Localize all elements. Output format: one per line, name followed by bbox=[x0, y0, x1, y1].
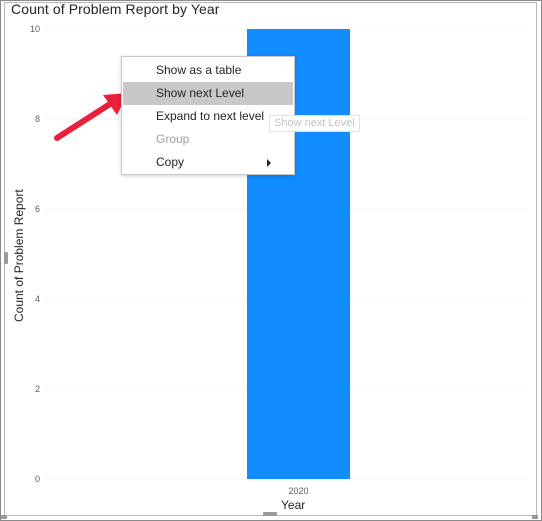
menu-item-label: Expand to next level bbox=[156, 109, 265, 123]
menu-item-label: Show as a table bbox=[156, 63, 242, 77]
menu-item-label: Show next Level bbox=[156, 86, 245, 100]
context-menu: Show as a table Show next Level Expand t… bbox=[121, 56, 295, 175]
menu-item-label: Group bbox=[156, 132, 190, 146]
y-tick-label: 10 bbox=[30, 24, 40, 34]
y-tick-label: 6 bbox=[35, 204, 40, 214]
resize-handle-corner-bottom-right[interactable] bbox=[532, 515, 538, 519]
menu-item-show-as-table[interactable]: Show as a table bbox=[123, 59, 293, 82]
menu-item-copy[interactable]: Copy bbox=[123, 151, 293, 174]
frame-border-left bbox=[0, 0, 1, 521]
menu-item-expand-to-next-level[interactable]: Expand to next level bbox=[123, 105, 293, 128]
y-tick-label: 8 bbox=[35, 114, 40, 124]
annotation-arrow-layer bbox=[54, 93, 128, 141]
y-tick-label: 0 bbox=[35, 474, 40, 484]
menu-item-show-next-level[interactable]: Show next Level bbox=[123, 82, 293, 105]
tooltip: Show next Level bbox=[269, 115, 360, 132]
y-axis-ticks: 0 2 4 6 8 10 bbox=[30, 24, 40, 484]
chart-title: Count of Problem Report by Year bbox=[11, 1, 220, 17]
x-axis-title: Year bbox=[281, 498, 306, 512]
annotation-arrow-shaft bbox=[54, 101, 113, 141]
menu-item-label: Copy bbox=[156, 155, 185, 169]
resize-handle-left[interactable] bbox=[4, 252, 8, 264]
y-tick-label: 4 bbox=[35, 294, 40, 304]
frame-border-top bbox=[0, 0, 542, 1]
submenu-arrow-icon bbox=[267, 159, 271, 167]
resize-handle-bottom[interactable] bbox=[263, 512, 277, 516]
y-tick-label: 2 bbox=[35, 384, 40, 394]
menu-item-group: Group bbox=[123, 128, 293, 151]
resize-handle-corner-bottom-left[interactable] bbox=[1, 515, 7, 519]
x-tick-label: 2020 bbox=[288, 486, 308, 496]
x-axis-ticks: 2020 bbox=[288, 486, 308, 496]
